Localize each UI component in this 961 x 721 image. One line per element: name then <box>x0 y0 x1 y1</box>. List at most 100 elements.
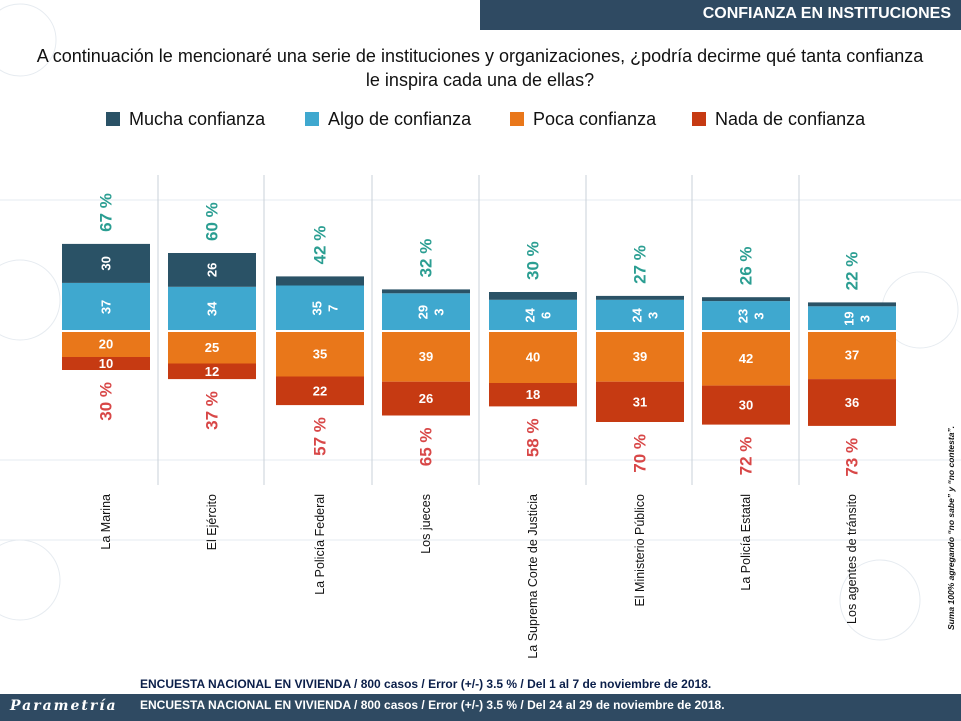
legend-item-mucha: Mucha confianza <box>106 107 265 131</box>
bar-segment-mucha <box>596 295 684 300</box>
bar-segment-algo <box>276 285 364 331</box>
bar-segment-poca <box>168 331 256 364</box>
data-label-mucha: 7 <box>326 305 341 312</box>
data-label-mucha: 3 <box>858 315 873 322</box>
parametria-logo: Parametría <box>10 698 118 714</box>
data-label-nada: 10 <box>99 356 113 371</box>
negative-total-label: 72 % <box>737 437 756 476</box>
bar-segment-poca <box>596 331 684 382</box>
bar-segment-nada <box>276 376 364 406</box>
data-label-mucha: 30 <box>99 256 114 270</box>
positive-total-label: 60 % <box>203 202 222 241</box>
question-text: A continuación le mencionaré una serie d… <box>36 46 924 90</box>
legend-swatch-mucha <box>106 112 120 126</box>
footer-band <box>0 694 961 721</box>
data-label-algo: 19 <box>842 311 857 325</box>
legend-item-poca: Poca confianza <box>510 107 656 131</box>
bar-segment-mucha <box>808 302 896 307</box>
positive-total-label: 30 % <box>524 241 543 280</box>
data-label-poca: 35 <box>313 346 327 361</box>
data-label-nada: 31 <box>633 394 647 409</box>
bar-segment-algo <box>702 301 790 331</box>
legend-label-algo: Algo de confianza <box>328 108 472 129</box>
footer-survey-line-2: ENCUESTA NACIONAL EN VIVIENDA / 800 caso… <box>140 698 725 712</box>
data-label-poca: 37 <box>845 348 859 363</box>
negative-total-label: 65 % <box>417 428 436 467</box>
positive-total-label: 26 % <box>737 246 756 285</box>
bar-segment-algo <box>808 306 896 331</box>
bar-segment-nada <box>382 381 470 416</box>
legend-swatch-nada <box>692 112 706 126</box>
data-label-mucha: 6 <box>539 312 554 319</box>
data-label-nada: 26 <box>419 391 433 406</box>
legend: Mucha confianza Algo de confianza Poca c… <box>0 107 961 133</box>
data-label-algo: 24 <box>630 307 645 322</box>
bar-segment-poca <box>382 331 470 382</box>
data-label-nada: 18 <box>526 387 540 402</box>
negative-total-label: 30 % <box>97 382 116 421</box>
positive-total-label: 32 % <box>417 239 436 278</box>
bar-segment-mucha <box>702 297 790 302</box>
positive-total-label: 42 % <box>311 226 330 265</box>
legend-label-mucha: Mucha confianza <box>129 108 266 129</box>
bar-segment-poca <box>702 331 790 386</box>
category-label: El Ministerio Público <box>633 494 647 607</box>
data-label-nada: 22 <box>313 383 327 398</box>
bar-segment-nada <box>596 381 684 422</box>
bar-segment-nada <box>702 385 790 425</box>
category-label: La Policía Federal <box>313 494 327 595</box>
category-label: El Ejército <box>205 494 219 550</box>
bar-segment-poca <box>62 331 150 357</box>
legend-label-nada: Nada de confianza <box>715 108 866 129</box>
bar-segment-algo <box>62 282 150 331</box>
data-label-nada: 30 <box>739 398 753 413</box>
bar-segment-algo <box>596 299 684 331</box>
data-label-poca: 25 <box>205 340 219 355</box>
category-label: La Policía Estatal <box>739 494 753 591</box>
data-label-poca: 42 <box>739 351 753 366</box>
bar-segment-nada <box>62 357 150 370</box>
legend-swatch-algo <box>305 112 319 126</box>
data-label-nada: 12 <box>205 364 219 379</box>
header-title: CONFIANZA EN INSTITUCIONES <box>702 5 951 22</box>
legend-label-poca: Poca confianza <box>533 108 657 129</box>
data-label-algo: 35 <box>310 301 325 315</box>
bar-segment-mucha <box>168 253 256 287</box>
bar-segment-mucha <box>62 243 150 283</box>
bar-segment-poca <box>808 331 896 380</box>
category-label: Los agentes de tránsito <box>845 494 859 624</box>
bar-segment-mucha <box>276 276 364 286</box>
data-label-algo: 29 <box>416 305 431 319</box>
bar-segment-algo <box>168 286 256 331</box>
legend-item-algo: Algo de confianza <box>305 107 471 131</box>
data-label-mucha: 3 <box>752 312 767 319</box>
bar-segment-poca <box>276 331 364 377</box>
data-label-mucha: 3 <box>432 309 447 316</box>
data-label-algo: 34 <box>205 301 220 316</box>
data-label-mucha: 26 <box>205 263 220 277</box>
data-label-poca: 40 <box>526 350 540 365</box>
data-label-poca: 20 <box>99 337 113 352</box>
footer-survey-line-1: ENCUESTA NACIONAL EN VIVIENDA / 800 caso… <box>140 677 712 691</box>
negative-total-label: 57 % <box>311 417 330 456</box>
legend-item-nada: Nada de confianza <box>692 107 865 131</box>
negative-total-label: 58 % <box>524 418 543 457</box>
bar-segment-nada <box>489 383 577 407</box>
data-label-poca: 39 <box>419 349 433 364</box>
bar-segment-algo <box>382 293 470 331</box>
data-label-nada: 36 <box>845 395 859 410</box>
category-label: Los jueces <box>419 494 433 554</box>
positive-total-label: 67 % <box>97 193 116 232</box>
bar-segment-algo <box>489 299 577 331</box>
data-label-algo: 23 <box>736 309 751 323</box>
category-label: La Marina <box>99 494 113 550</box>
positive-total-label: 27 % <box>631 245 650 284</box>
bar-segment-mucha <box>489 292 577 300</box>
category-label: La Suprema Corte de Justicia <box>526 494 540 659</box>
data-label-poca: 39 <box>633 349 647 364</box>
positive-total-label: 22 % <box>843 252 862 291</box>
bar-segment-poca <box>489 331 577 383</box>
bar-segment-nada <box>808 379 896 426</box>
